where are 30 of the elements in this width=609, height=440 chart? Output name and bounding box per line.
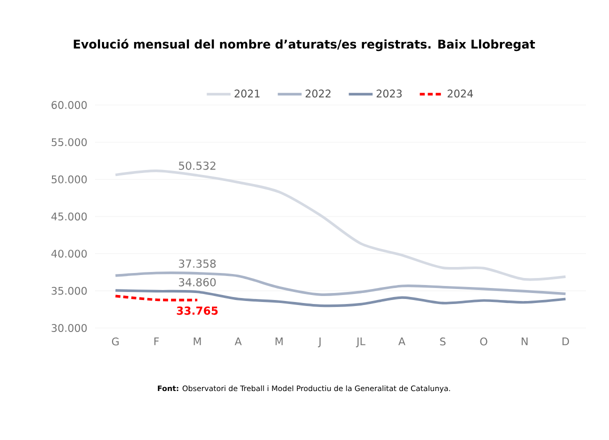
y-tick-label: 60.000 [52,101,87,109]
legend-label: 2022 [306,90,330,98]
x-tick-label: JL [356,338,366,348]
line-series [114,272,567,296]
chart-title: Evolució mensual del nombre d’aturats/es registrats. Baix Llobregat [74,38,535,52]
line-series [114,289,567,308]
x-tick-label: D [562,338,569,346]
y-tick-label: 30.000 [52,324,87,332]
x-tick-label: N [522,338,528,346]
x-tick-label: A [398,338,406,346]
data-label: 50.532 [178,162,216,170]
x-tick-label: A [234,338,242,346]
legend-label: 2021 [234,90,260,98]
y-tick-label: 45.000 [51,212,87,220]
x-tick-label: M [276,338,283,346]
y-tick-label: 40.000 [51,250,87,258]
y-tick-label: 35.000 [52,286,87,295]
data-label: 33.765 [176,306,218,315]
y-tick-label: 50.000 [52,175,87,184]
x-tick-label: S [440,338,446,346]
x-tick-label: O [480,338,488,346]
x-tick-label: M [194,338,201,346]
y-tick-label: 55.000 [52,138,87,146]
data-label: 37.358 [178,260,216,268]
x-tick-label: J [318,338,321,348]
x-tick-label: G [112,338,119,346]
x-tick-label: F [154,338,159,346]
data-label: 34.860 [178,278,216,286]
legend-label: 2023 [376,90,402,98]
legend-label: 2024 [448,90,473,98]
